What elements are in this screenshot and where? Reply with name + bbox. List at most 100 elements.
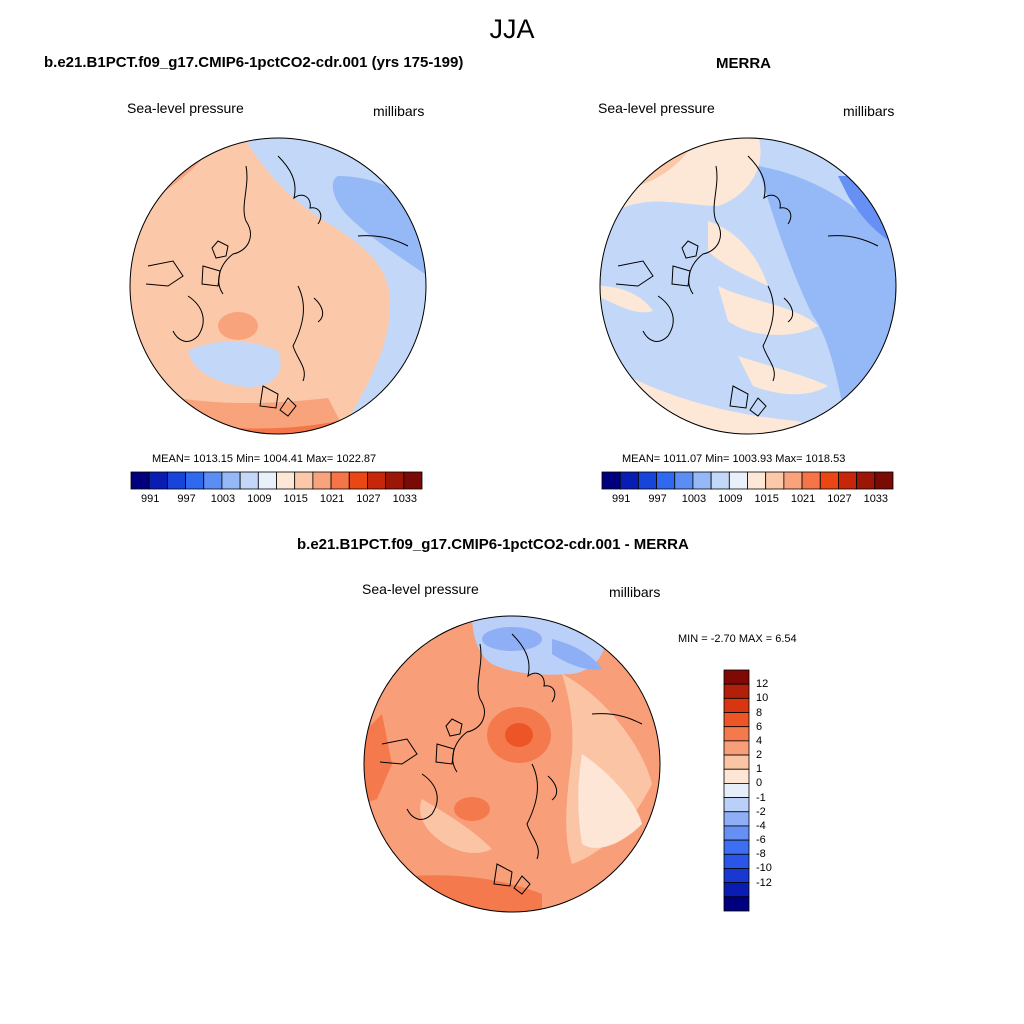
obs-colorbar-swatch <box>747 471 767 490</box>
model-colorbar-tick-label: 1021 <box>319 493 345 505</box>
model-colorbar-swatch <box>221 471 241 490</box>
model-colorbar-swatch <box>294 471 314 490</box>
obs-colorbar-swatch <box>601 471 621 490</box>
diff-colorbar-swatch <box>723 839 750 855</box>
diff-colorbar-swatch <box>723 783 750 798</box>
obs-colorbar-swatch <box>692 471 712 490</box>
obs-colorbar-tick-label: 997 <box>648 493 667 505</box>
model-panel-title: b.e21.B1PCT.f09_g17.CMIP6-1pctCO2-cdr.00… <box>44 54 464 71</box>
diff-colorbar-tick-label: -10 <box>756 862 772 875</box>
diff-variable-label: Sea-level pressure <box>362 581 479 597</box>
model-units-label: millibars <box>373 103 425 119</box>
diff-colorbar-tick-label: 2 <box>756 749 763 762</box>
diff-colorbar-tick-label: 1 <box>756 763 763 776</box>
model-colorbar-swatch <box>130 471 150 490</box>
diff-colorbar-swatch <box>723 811 750 827</box>
obs-colorbar-swatches <box>601 471 894 490</box>
model-colorbar-labels: 991 997 1003 1009 1015 1021 1027 1033 <box>131 493 422 507</box>
model-variable-label: Sea-level pressure <box>127 100 244 116</box>
model-colorbar-swatch <box>385 471 405 490</box>
diff-colorbar-tick-label: -2 <box>756 805 766 818</box>
obs-colorbar-tick-label: 1009 <box>718 493 743 505</box>
diff-colorbar-swatch <box>723 669 750 685</box>
obs-colorbar-tick-label: 1015 <box>754 493 779 505</box>
diff-colorbar-tick-label: 0 <box>756 777 763 790</box>
model-colorbar-tick-label: 1027 <box>356 493 381 505</box>
model-colorbar-tick-label: 997 <box>177 493 196 505</box>
obs-colorbar-swatch <box>783 471 803 490</box>
obs-colorbar-labels: 991 997 1003 1009 1015 1021 1027 1033 <box>602 493 893 507</box>
obs-colorbar-swatch <box>619 471 639 490</box>
diff-colorbar-tick-label: 6 <box>756 720 763 733</box>
model-colorbar-swatch <box>403 471 423 490</box>
obs-stats: MEAN= 1011.07 Min= 1003.93 Max= 1018.53 <box>622 453 846 465</box>
model-colorbar-swatch <box>166 471 186 490</box>
diff-colorbar-tick-label: 4 <box>756 734 763 747</box>
diff-colorbar-swatch <box>723 768 750 784</box>
obs-colorbar-swatch <box>765 471 785 490</box>
diff-colorbar-tick-label: -6 <box>756 834 766 847</box>
diff-colorbar-tick-label: 10 <box>756 692 769 705</box>
model-colorbar-swatch <box>203 471 223 490</box>
obs-colorbar-tick-label: 1027 <box>827 493 852 505</box>
diff-colorbar-tick-label: -12 <box>756 876 772 889</box>
diff-units-label: millibars <box>609 584 661 600</box>
diff-colorbar-swatch <box>723 754 750 770</box>
model-colorbar-swatch <box>367 471 387 490</box>
obs-units-label: millibars <box>843 103 895 119</box>
obs-colorbar-swatch <box>637 471 657 490</box>
model-polar-map <box>129 137 427 435</box>
model-colorbar-swatch <box>312 471 332 490</box>
obs-polar-map <box>599 137 897 435</box>
obs-colorbar-swatch <box>856 471 876 490</box>
obs-colorbar-swatch <box>819 471 839 490</box>
diff-colorbar-swatch <box>723 726 750 742</box>
obs-colorbar-swatch <box>674 471 694 490</box>
obs-colorbar-tick-label: 1003 <box>681 493 707 505</box>
obs-colorbar-swatch <box>728 471 748 490</box>
model-colorbar-swatch <box>148 471 168 490</box>
model-colorbar-swatch <box>257 471 277 490</box>
diff-colorbar-swatch <box>723 712 750 728</box>
obs-colorbar-swatch <box>838 471 858 490</box>
model-colorbar-swatch <box>185 471 205 490</box>
diff-colorbar-swatch <box>723 853 750 869</box>
diff-colorbar-swatch <box>723 683 750 699</box>
model-colorbar-tick-label: 1015 <box>283 493 308 505</box>
model-colorbar-tick-label: 1033 <box>392 493 418 505</box>
obs-colorbar-swatch <box>710 471 730 490</box>
diff-panel-title: b.e21.B1PCT.f09_g17.CMIP6-1pctCO2-cdr.00… <box>297 536 689 553</box>
model-colorbar-swatches <box>130 471 423 490</box>
model-colorbar-swatch <box>330 471 350 490</box>
model-stats: MEAN= 1013.15 Min= 1004.41 Max= 1022.87 <box>152 453 377 465</box>
diff-colorbar-swatch <box>723 797 750 813</box>
diff-colorbar-tick-label: -8 <box>756 848 766 861</box>
diff-colorbar-swatch <box>723 896 750 912</box>
obs-variable-label: Sea-level pressure <box>598 100 715 116</box>
diff-colorbar-labels: 12 10 8 6 4 2 1 0 -1 -2 -4 -6 -8 -10 -12 <box>756 670 796 911</box>
obs-colorbar-tick-label: 1033 <box>863 493 889 505</box>
diff-colorbar-tick-label: 12 <box>756 678 769 691</box>
diff-polar-map <box>363 615 661 913</box>
diff-colorbar-swatch <box>723 825 750 841</box>
diff-colorbar-tick-label: -4 <box>756 819 766 832</box>
obs-colorbar-tick-label: 991 <box>612 493 631 505</box>
diff-colorbar-swatch <box>723 697 750 713</box>
obs-colorbar-tick-label: 1021 <box>790 493 816 505</box>
page-title: JJA <box>489 14 535 44</box>
diff-colorbar-tick-label: 8 <box>756 706 763 719</box>
diff-colorbar-tick-label: -1 <box>756 791 766 804</box>
obs-colorbar-swatch <box>874 471 894 490</box>
diff-colorbar-swatches <box>723 669 750 912</box>
obs-colorbar-swatch <box>801 471 821 490</box>
diff-colorbar-swatch <box>723 740 750 756</box>
diff-colorbar-swatch <box>723 868 750 884</box>
model-colorbar-swatch <box>276 471 296 490</box>
diff-colorbar-swatch <box>723 882 750 898</box>
obs-colorbar-swatch <box>656 471 676 490</box>
model-colorbar-swatch <box>239 471 259 490</box>
diff-stats: MIN = -2.70 MAX = 6.54 <box>678 633 797 645</box>
model-colorbar-tick-label: 1003 <box>210 493 236 505</box>
model-colorbar-swatch <box>348 471 368 490</box>
model-colorbar-tick-label: 1009 <box>247 493 272 505</box>
